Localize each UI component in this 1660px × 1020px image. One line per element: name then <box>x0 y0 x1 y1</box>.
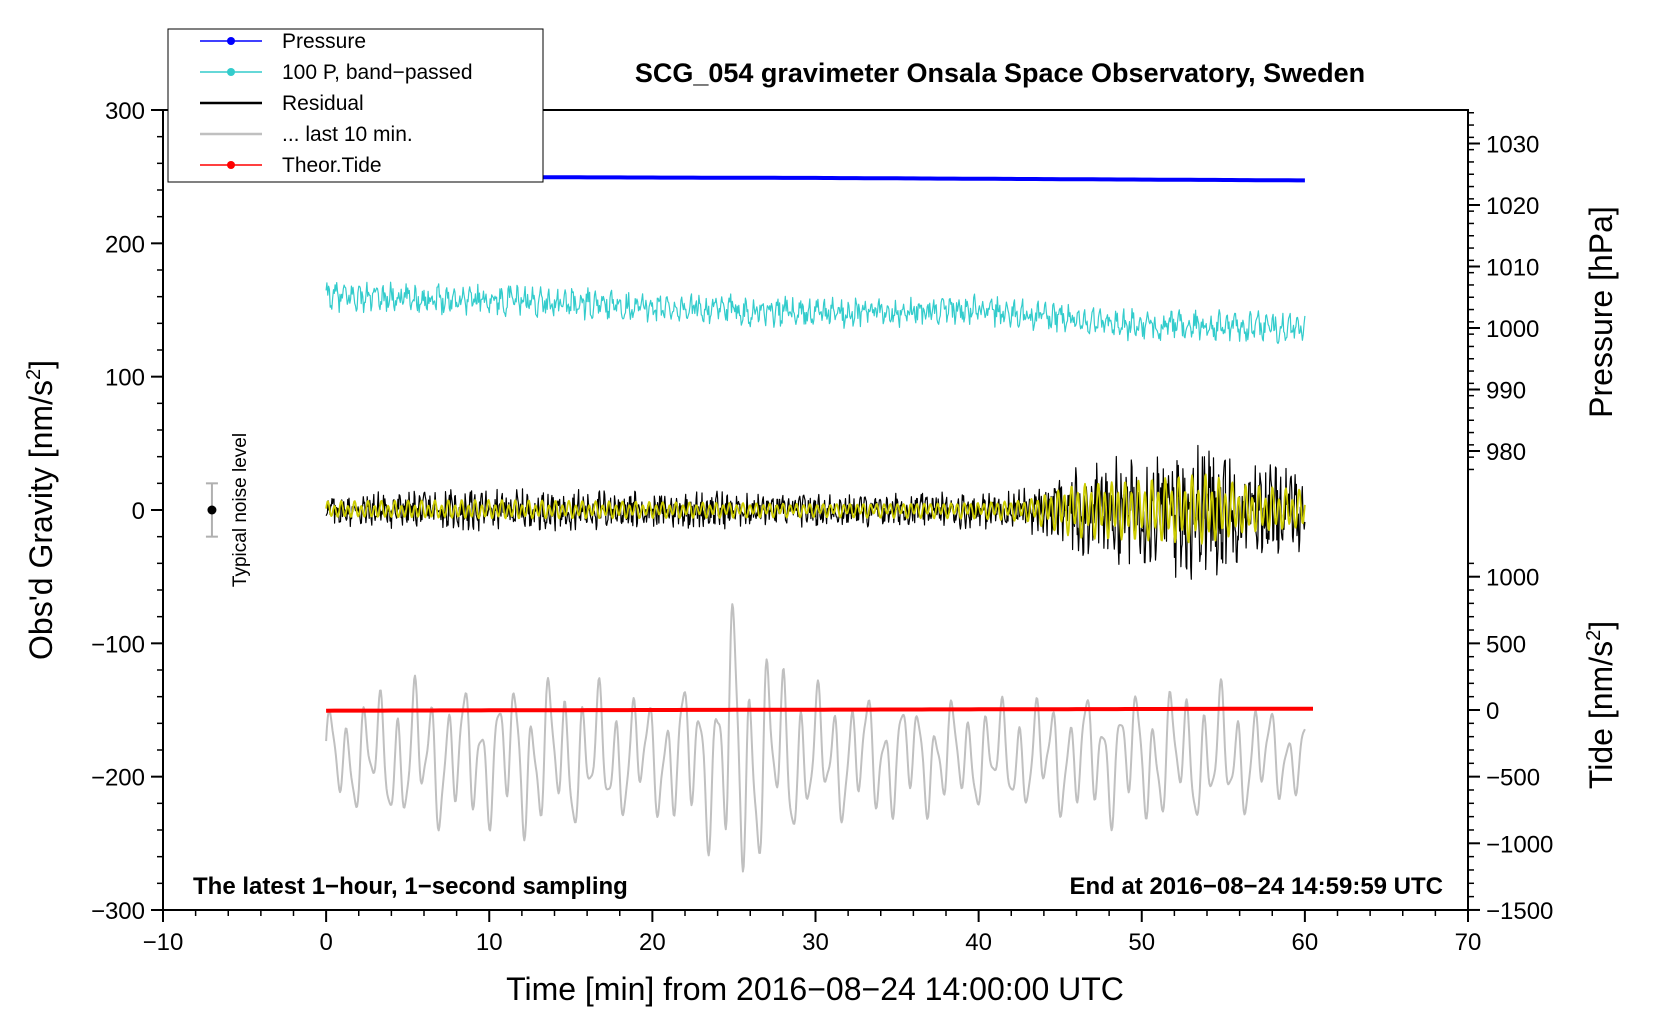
y-axis-title-pressure: Pressure [hPa] <box>1583 206 1619 418</box>
y-axis-title-left: Obs'd Gravity [nm/s2] <box>23 360 59 660</box>
y-tick-label: −100 <box>91 631 145 658</box>
annotation-right: End at 2016−08−24 14:59:59 UTC <box>1069 873 1443 900</box>
chart-title: SCG_054 gravimeter Onsala Space Observat… <box>635 58 1365 88</box>
noise-level-indicator <box>205 482 218 538</box>
legend-marker <box>227 68 235 76</box>
noise-bar-dot <box>207 505 217 515</box>
y-axis-title-tide-main: Tide [nm/s <box>1583 641 1619 789</box>
x-tick-label: 10 <box>476 929 503 956</box>
x-tick-label: 50 <box>1128 929 1155 956</box>
legend-label: Theor.Tide <box>282 154 382 177</box>
y-tick-label: 200 <box>105 231 145 258</box>
y-tick-label: −200 <box>91 765 145 792</box>
legend-label: Residual <box>282 92 364 115</box>
tide-tick-label: −1500 <box>1486 898 1553 925</box>
pressure-tick-label: 990 <box>1486 378 1526 405</box>
y-axis-title-left-sup: 2 <box>23 369 45 380</box>
y-tick-label: −300 <box>91 898 145 925</box>
pressure-tick-label: 1030 <box>1486 132 1539 159</box>
series-theor-tide <box>326 706 1313 713</box>
y-tick-label: 300 <box>105 98 145 125</box>
x-tick-label: 20 <box>639 929 666 956</box>
x-tick-label: 40 <box>965 929 992 956</box>
y-axis-title-tide: Tide [nm/s2] <box>1583 621 1619 789</box>
tide-tick-label: 0 <box>1486 698 1499 725</box>
series-layer <box>325 174 1313 873</box>
legend-label: 100 P, band−passed <box>282 61 473 84</box>
y-tick-label: 100 <box>105 365 145 392</box>
y-axis-title-left-tail: ] <box>23 360 59 369</box>
y-axis-title-tide-tail: ] <box>1583 621 1619 630</box>
x-tick-label: 60 <box>1292 929 1319 956</box>
tide-tick-label: −500 <box>1486 765 1540 792</box>
tide-tick-label: −1000 <box>1486 831 1553 858</box>
x-tick-label: 30 <box>802 929 829 956</box>
pressure-tick-label: 1010 <box>1486 255 1539 282</box>
pressure-tick-label: 980 <box>1486 439 1526 466</box>
series-100p-band-passed <box>325 281 1306 345</box>
y-axis-title-tide-sup: 2 <box>1583 630 1605 641</box>
legend-label: Pressure <box>282 30 366 53</box>
series-residual-filtered <box>325 473 1306 545</box>
pressure-tick-label: 1020 <box>1486 193 1539 220</box>
series-last-10-min <box>325 603 1306 873</box>
tide-tick-label: 500 <box>1486 631 1526 658</box>
tide-tick-label: 1000 <box>1486 565 1539 592</box>
annotation-left: The latest 1−hour, 1−second sampling <box>193 873 628 900</box>
pressure-tick-label: 1000 <box>1486 316 1539 343</box>
x-axis-title: Time [min] from 2016−08−24 14:00:00 UTC <box>506 971 1124 1007</box>
x-tick-label: 70 <box>1455 929 1482 956</box>
legend-marker <box>227 37 235 45</box>
legend-box <box>167 28 544 183</box>
legend: Pressure 100 P, band−passed Residual ... la… <box>167 28 544 183</box>
y-axis-title-left-main: Obs'd Gravity [nm/s <box>23 380 59 660</box>
legend-label: ... last 10 min. <box>282 123 413 146</box>
legend-marker <box>227 161 235 169</box>
axes: −10 0 10 20 30 40 50 60 703002001000−100−200−300… <box>91 98 1553 956</box>
x-tick-label: −10 <box>143 929 184 956</box>
x-tick-label: 0 <box>319 929 332 956</box>
y-tick-label: 0 <box>132 498 145 525</box>
noise-level-label: Typical noise level <box>230 433 251 587</box>
